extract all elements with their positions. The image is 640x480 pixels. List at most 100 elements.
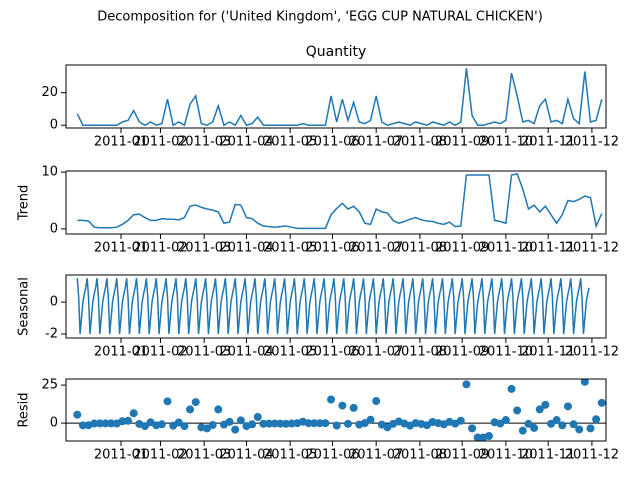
resid-point xyxy=(73,410,82,419)
resid-point xyxy=(90,419,99,428)
resid-point xyxy=(107,419,116,428)
x-tick-label: 2011-03 xyxy=(177,345,231,360)
resid-point xyxy=(513,406,522,415)
series-line xyxy=(77,172,603,230)
resid-point xyxy=(524,419,533,428)
x-tick-label: 2011-08 xyxy=(393,135,447,150)
resid-point xyxy=(124,416,133,425)
series-line xyxy=(76,278,590,335)
x-tick-label: 2011-05 xyxy=(263,241,317,256)
x-tick-label: 2011-01 xyxy=(94,135,148,150)
resid-point xyxy=(597,398,606,407)
x-tick-label: 2011-08 xyxy=(393,345,447,360)
resid-point xyxy=(468,424,477,433)
x-tick-label: 2011-11 xyxy=(521,345,575,360)
x-tick-label: 2011-04 xyxy=(219,345,273,360)
x-tick-label: 2011-02 xyxy=(133,241,187,256)
resid-point xyxy=(315,419,324,428)
resid-point xyxy=(95,419,104,428)
resid-point xyxy=(518,426,527,435)
y-tick-label: 0 xyxy=(50,295,58,310)
x-tick-label: 2011-03 xyxy=(177,135,231,150)
x-tick-label: 2011-09 xyxy=(435,448,489,463)
resid-point xyxy=(287,419,296,428)
resid-point xyxy=(372,397,381,406)
resid-point xyxy=(541,400,550,409)
x-tick-label: 2011-07 xyxy=(349,241,403,256)
resid-point xyxy=(332,421,341,430)
plot-area xyxy=(76,68,603,127)
axes-frame xyxy=(65,64,607,129)
x-tick-label: 2011-02 xyxy=(133,345,187,360)
figure-title: Decomposition for ('United Kingdom', 'EG… xyxy=(97,10,543,25)
x-tick-label: 2011-08 xyxy=(393,448,447,463)
resid-point xyxy=(191,398,200,407)
resid-point xyxy=(214,405,223,414)
resid-point xyxy=(327,395,336,404)
x-tick-label: 2011-05 xyxy=(263,345,317,360)
x-tick-label: 2011-12 xyxy=(565,448,619,463)
resid-point xyxy=(180,422,189,431)
x-tick-label: 2011-12 xyxy=(565,135,619,150)
x-tick-label: 2011-10 xyxy=(479,448,533,463)
resid-point xyxy=(586,424,595,433)
x-tick-label: 2011-09 xyxy=(435,241,489,256)
resid-point xyxy=(225,417,234,426)
resid-point xyxy=(535,405,544,414)
x-tick-label: 2011-01 xyxy=(94,241,148,256)
resid-point xyxy=(343,419,352,428)
resid-point xyxy=(569,420,578,429)
resid-point xyxy=(575,425,584,434)
axes-frame xyxy=(65,170,607,235)
x-tick-label: 2011-05 xyxy=(263,135,317,150)
resid-point xyxy=(236,416,245,425)
resid-point xyxy=(248,420,257,429)
x-tick-label: 2011-02 xyxy=(133,448,187,463)
y-axis-label: Trend xyxy=(17,185,32,222)
x-tick-label: 2011-04 xyxy=(219,241,273,256)
y-tick-label: 0 xyxy=(50,118,58,133)
plot-area xyxy=(76,278,590,335)
resid-point xyxy=(208,421,217,430)
resid-point xyxy=(484,431,493,440)
x-tick-label: 2011-11 xyxy=(521,448,575,463)
resid-point xyxy=(231,425,240,434)
resid-point xyxy=(547,419,556,428)
x-tick-label: 2011-08 xyxy=(393,241,447,256)
resid-point xyxy=(253,412,262,421)
y-tick-label: -2 xyxy=(45,327,58,342)
series-line xyxy=(76,68,603,127)
resid-point xyxy=(501,416,510,425)
axes-frame xyxy=(65,378,607,442)
resid-point xyxy=(338,401,347,410)
x-tick-label: 2011-09 xyxy=(435,135,489,150)
resid-point xyxy=(321,419,330,428)
x-tick-label: 2011-07 xyxy=(349,448,403,463)
resid-point xyxy=(530,423,539,432)
resid-point xyxy=(270,419,279,428)
resid-point xyxy=(259,419,268,428)
resid-point xyxy=(349,403,358,412)
x-tick-label: 2011-01 xyxy=(94,448,148,463)
resid-point xyxy=(456,416,465,425)
axes-title: Quantity xyxy=(306,44,367,60)
x-tick-label: 2011-03 xyxy=(177,448,231,463)
y-axis-label: Resid xyxy=(17,392,32,427)
y-tick-label: 10 xyxy=(41,165,58,180)
x-tick-label: 2011-06 xyxy=(305,448,359,463)
x-tick-label: 2011-01 xyxy=(94,345,148,360)
resid-point xyxy=(157,420,166,429)
resid-point xyxy=(558,421,567,430)
x-tick-label: 2011-10 xyxy=(479,241,533,256)
x-tick-label: 2011-10 xyxy=(479,135,533,150)
x-tick-label: 2011-02 xyxy=(133,135,187,150)
resid-point xyxy=(163,397,172,406)
resid-point xyxy=(101,419,110,428)
resid-point xyxy=(140,422,149,431)
y-tick-label: 0 xyxy=(50,221,58,236)
resid-point xyxy=(310,419,319,428)
x-tick-label: 2011-04 xyxy=(219,448,273,463)
resid-point xyxy=(592,415,601,424)
resid-point xyxy=(366,415,375,424)
